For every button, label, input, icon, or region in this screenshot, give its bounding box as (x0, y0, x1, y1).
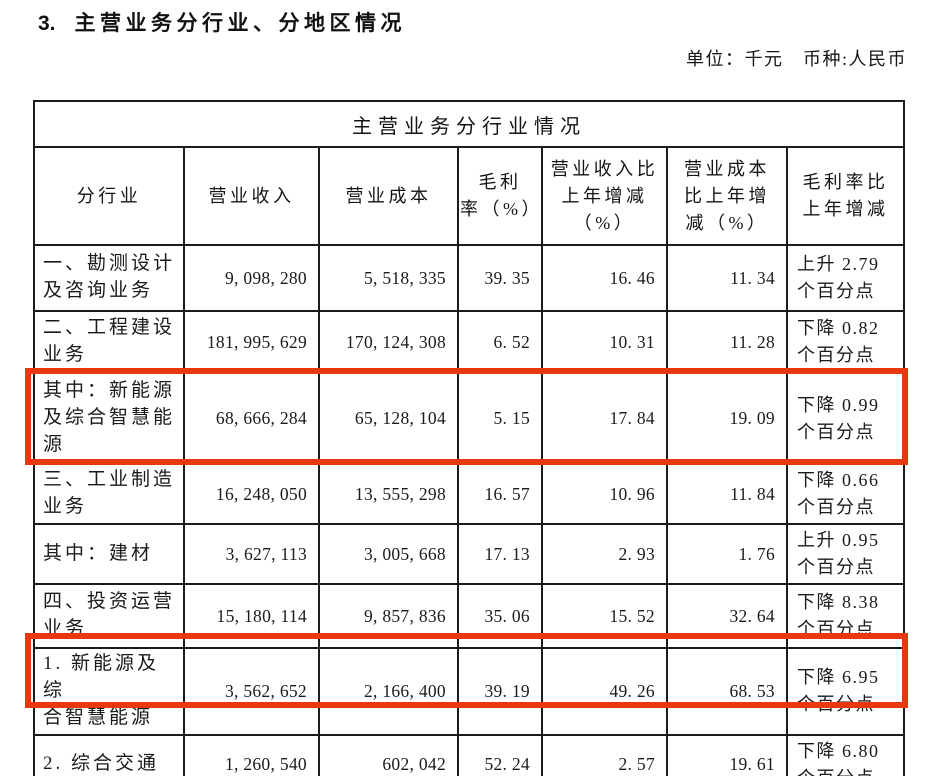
table-row: 1. 新能源及综 合智慧能源 3, 562, 652 2, 166, 400 39. … (33, 647, 905, 736)
margin-yoy-cell: 下降 0.66 个百分点 (786, 463, 905, 525)
column-header-cost-yoy: 营业成本 比上年增 减（%） (666, 146, 788, 246)
cost-cell: 170, 124, 308 (318, 310, 459, 374)
gross-margin-cell: 39. 35 (457, 244, 543, 312)
margin-yoy-cell: 上升 2.79 个百分点 (786, 244, 905, 312)
table-row: 2. 综合交通 1, 260, 540 602, 042 52. 24 2. 57 19.… (33, 733, 905, 776)
cost-cell: 3, 005, 668 (318, 523, 459, 585)
cost-cell: 9, 857, 836 (318, 583, 459, 649)
cost-cell: 13, 555, 298 (318, 463, 459, 525)
margin-yoy-cell: 上升 0.95 个百分点 (786, 523, 905, 585)
column-header-revenue-yoy: 营业收入比 上年增减 （%） (541, 146, 668, 246)
revenue-cell: 9, 098, 280 (183, 244, 320, 312)
cost-yoy-cell: 19. 61 (666, 733, 788, 776)
section-title-text: 主营业务分行业、分地区情况 (74, 12, 407, 35)
cost-cell: 65, 128, 104 (318, 372, 459, 465)
table-row: 其中：建材 3, 627, 113 3, 005, 668 17. 13 2. 93 1.… (33, 523, 905, 585)
margin-yoy-cell: 下降 0.82 个百分点 (786, 310, 905, 374)
industry-cell: 2. 综合交通 (33, 733, 185, 776)
column-header-cost: 营业成本 (318, 146, 459, 246)
cost-yoy-cell: 11. 28 (666, 310, 788, 374)
industry-cell: 三、工业制造 业务 (33, 463, 185, 525)
cost-yoy-cell: 32. 64 (666, 583, 788, 649)
revenue-cell: 15, 180, 114 (183, 583, 320, 649)
gross-margin-cell: 35. 06 (457, 583, 543, 649)
column-header-gross-margin: 毛利 率（%） (457, 146, 543, 246)
unit-currency-note: 单位：千元 币种:人民币 (686, 49, 907, 69)
revenue-cell: 1, 260, 540 (183, 733, 320, 776)
revenue-yoy-cell: 16. 46 (541, 244, 668, 312)
margin-yoy-cell: 下降 6.95 个百分点 (786, 647, 905, 736)
table-caption: 主营业务分行业情况 (33, 100, 905, 148)
gross-margin-cell: 6. 52 (457, 310, 543, 374)
table-caption-row: 主营业务分行业情况 (33, 100, 905, 148)
revenue-cell: 3, 627, 113 (183, 523, 320, 585)
section-title: 3. 主营业务分行业、分地区情况 (38, 7, 406, 37)
revenue-cell: 16, 248, 050 (183, 463, 320, 525)
industry-cell: 四、投资运营 业务 (33, 583, 185, 649)
table-row: 其中：新能源 及综合智慧能 源 68, 666, 284 65, 128, 104 5… (33, 372, 905, 465)
table-row: 三、工业制造 业务 16, 248, 050 13, 555, 298 16. 57 1… (33, 463, 905, 525)
table-row: 四、投资运营 业务 15, 180, 114 9, 857, 836 35. 06 15… (33, 583, 905, 649)
revenue-yoy-cell: 10. 96 (541, 463, 668, 525)
revenue-yoy-cell: 17. 84 (541, 372, 668, 465)
cost-yoy-cell: 11. 84 (666, 463, 788, 525)
cost-yoy-cell: 68. 53 (666, 647, 788, 736)
cost-yoy-cell: 11. 34 (666, 244, 788, 312)
cost-yoy-cell: 1. 76 (666, 523, 788, 585)
cost-cell: 2, 166, 400 (318, 647, 459, 736)
revenue-yoy-cell: 2. 57 (541, 733, 668, 776)
industry-cell: 二、工程建设 业务 (33, 310, 185, 374)
revenue-yoy-cell: 2. 93 (541, 523, 668, 585)
table-row: 一、勘测设计 及咨询业务 9, 098, 280 5, 518, 335 39. 35… (33, 244, 905, 312)
cost-cell: 602, 042 (318, 733, 459, 776)
industry-cell: 1. 新能源及综 合智慧能源 (33, 647, 185, 736)
column-header-margin-yoy: 毛利率比 上年增减 (786, 146, 905, 246)
revenue-yoy-cell: 49. 26 (541, 647, 668, 736)
margin-yoy-cell: 下降 6.80 个百分点 (786, 733, 905, 776)
gross-margin-cell: 16. 57 (457, 463, 543, 525)
margin-yoy-cell: 下降 8.38 个百分点 (786, 583, 905, 649)
industry-cell: 其中：新能源 及综合智慧能 源 (33, 372, 185, 465)
column-header-industry: 分行业 (33, 146, 185, 246)
table-row: 二、工程建设 业务 181, 995, 629 170, 124, 308 6. 52… (33, 310, 905, 374)
cost-yoy-cell: 19. 09 (666, 372, 788, 465)
revenue-yoy-cell: 15. 52 (541, 583, 668, 649)
industry-cell: 一、勘测设计 及咨询业务 (33, 244, 185, 312)
section-number: 3. (38, 12, 56, 35)
revenue-cell: 181, 995, 629 (183, 310, 320, 374)
cost-cell: 5, 518, 335 (318, 244, 459, 312)
gross-margin-cell: 5. 15 (457, 372, 543, 465)
gross-margin-cell: 17. 13 (457, 523, 543, 585)
industry-breakdown-table: 主营业务分行业情况 分行业 营业收入 营业成本 毛利 率（%） 营业收入比 上年… (33, 100, 905, 776)
margin-yoy-cell: 下降 0.99 个百分点 (786, 372, 905, 465)
revenue-yoy-cell: 10. 31 (541, 310, 668, 374)
table-body: 一、勘测设计 及咨询业务 9, 098, 280 5, 518, 335 39. 35… (33, 244, 905, 776)
gross-margin-cell: 39. 19 (457, 647, 543, 736)
table-header-row: 分行业 营业收入 营业成本 毛利 率（%） 营业收入比 上年增减 （%） 营业成… (33, 146, 905, 246)
revenue-cell: 68, 666, 284 (183, 372, 320, 465)
gross-margin-cell: 52. 24 (457, 733, 543, 776)
column-header-revenue: 营业收入 (183, 146, 320, 246)
industry-cell: 其中：建材 (33, 523, 185, 585)
revenue-cell: 3, 562, 652 (183, 647, 320, 736)
